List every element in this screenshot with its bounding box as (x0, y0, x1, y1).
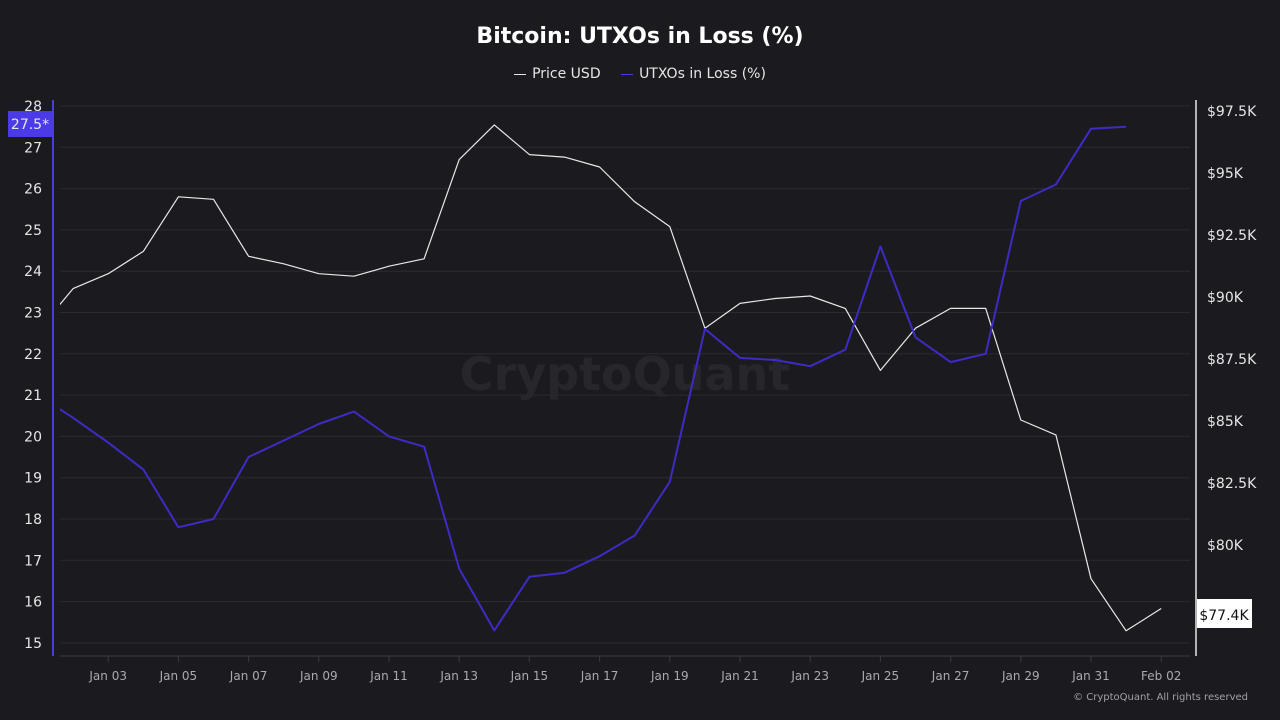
left-last-value-badge (8, 111, 53, 137)
x-tick-label: Jan 15 (510, 669, 549, 683)
x-tick-label: Jan 19 (650, 669, 689, 683)
left-tick-label: 27 (24, 140, 42, 156)
x-tick-label: Jan 25 (861, 669, 900, 683)
legend-label-utxo: UTXOs in Loss (%) (639, 66, 766, 83)
x-tick-label: Jan 05 (159, 669, 198, 683)
left-tick-label: 21 (24, 388, 42, 404)
left-tick-label: 26 (24, 182, 42, 198)
left-tick-label: 20 (24, 429, 42, 445)
left-tick-label: 18 (24, 512, 42, 528)
legend-label-price: Price USD (532, 66, 601, 83)
right-tick-label: $80K (1207, 538, 1244, 554)
right-tick-label: $97.5K (1207, 104, 1257, 120)
left-tick-label: 22 (24, 347, 42, 363)
left-tick-label: 17 (24, 553, 42, 569)
right-tick-label: $90K (1207, 290, 1244, 306)
right-last-value: $77.4K (1199, 608, 1249, 624)
x-tick-label: Feb 02 (1141, 669, 1181, 683)
x-tick-label: Jan 27 (931, 669, 970, 683)
right-tick-label: $95K (1207, 166, 1244, 182)
left-tick-label: 25 (24, 223, 42, 239)
x-tick-label: Jan 17 (580, 669, 619, 683)
x-tick-label: Jan 13 (439, 669, 478, 683)
x-tick-label: Jan 07 (229, 669, 268, 683)
left-tick-label: 15 (24, 636, 42, 652)
left-tick-label: 23 (24, 306, 42, 322)
right-last-value-badge (1197, 599, 1252, 628)
left-last-value: 27.5* (11, 117, 49, 133)
price-swatch (514, 73, 527, 75)
right-tick-label: $87.5K (1207, 352, 1257, 368)
right-tick-label: $85K (1207, 414, 1244, 430)
x-tick-label: Jan 09 (299, 669, 338, 683)
right-tick-label: $92.5K (1207, 228, 1257, 244)
left-tick-label: 24 (24, 264, 42, 280)
x-tick-label: Jan 29 (1001, 669, 1040, 683)
x-tick-label: Jan 03 (88, 669, 127, 683)
x-tick-label: Jan 21 (720, 669, 759, 683)
chart-title: Bitcoin: UTXOs in Loss (%) (476, 24, 804, 49)
utxo-line (60, 125, 1127, 632)
left-tick-label: 16 (24, 595, 42, 611)
x-tick-label: Jan 31 (1071, 669, 1110, 683)
x-tick-label: Jan 11 (369, 669, 408, 683)
copyright: © CryptoQuant. All rights reserved (1073, 692, 1248, 703)
price-line (60, 124, 1162, 632)
watermark: CryptoQuant (460, 347, 791, 401)
utxo-swatch (621, 73, 634, 75)
legend: Price USD UTXOs in Loss (%) (0, 63, 1280, 82)
legend-item-price[interactable]: Price USD (514, 66, 601, 82)
x-tick-label: Jan 23 (790, 669, 829, 683)
left-tick-label: 19 (24, 471, 42, 487)
legend-item-utxo[interactable]: UTXOs in Loss (%) (621, 66, 766, 82)
right-tick-label: $82.5K (1207, 476, 1257, 492)
